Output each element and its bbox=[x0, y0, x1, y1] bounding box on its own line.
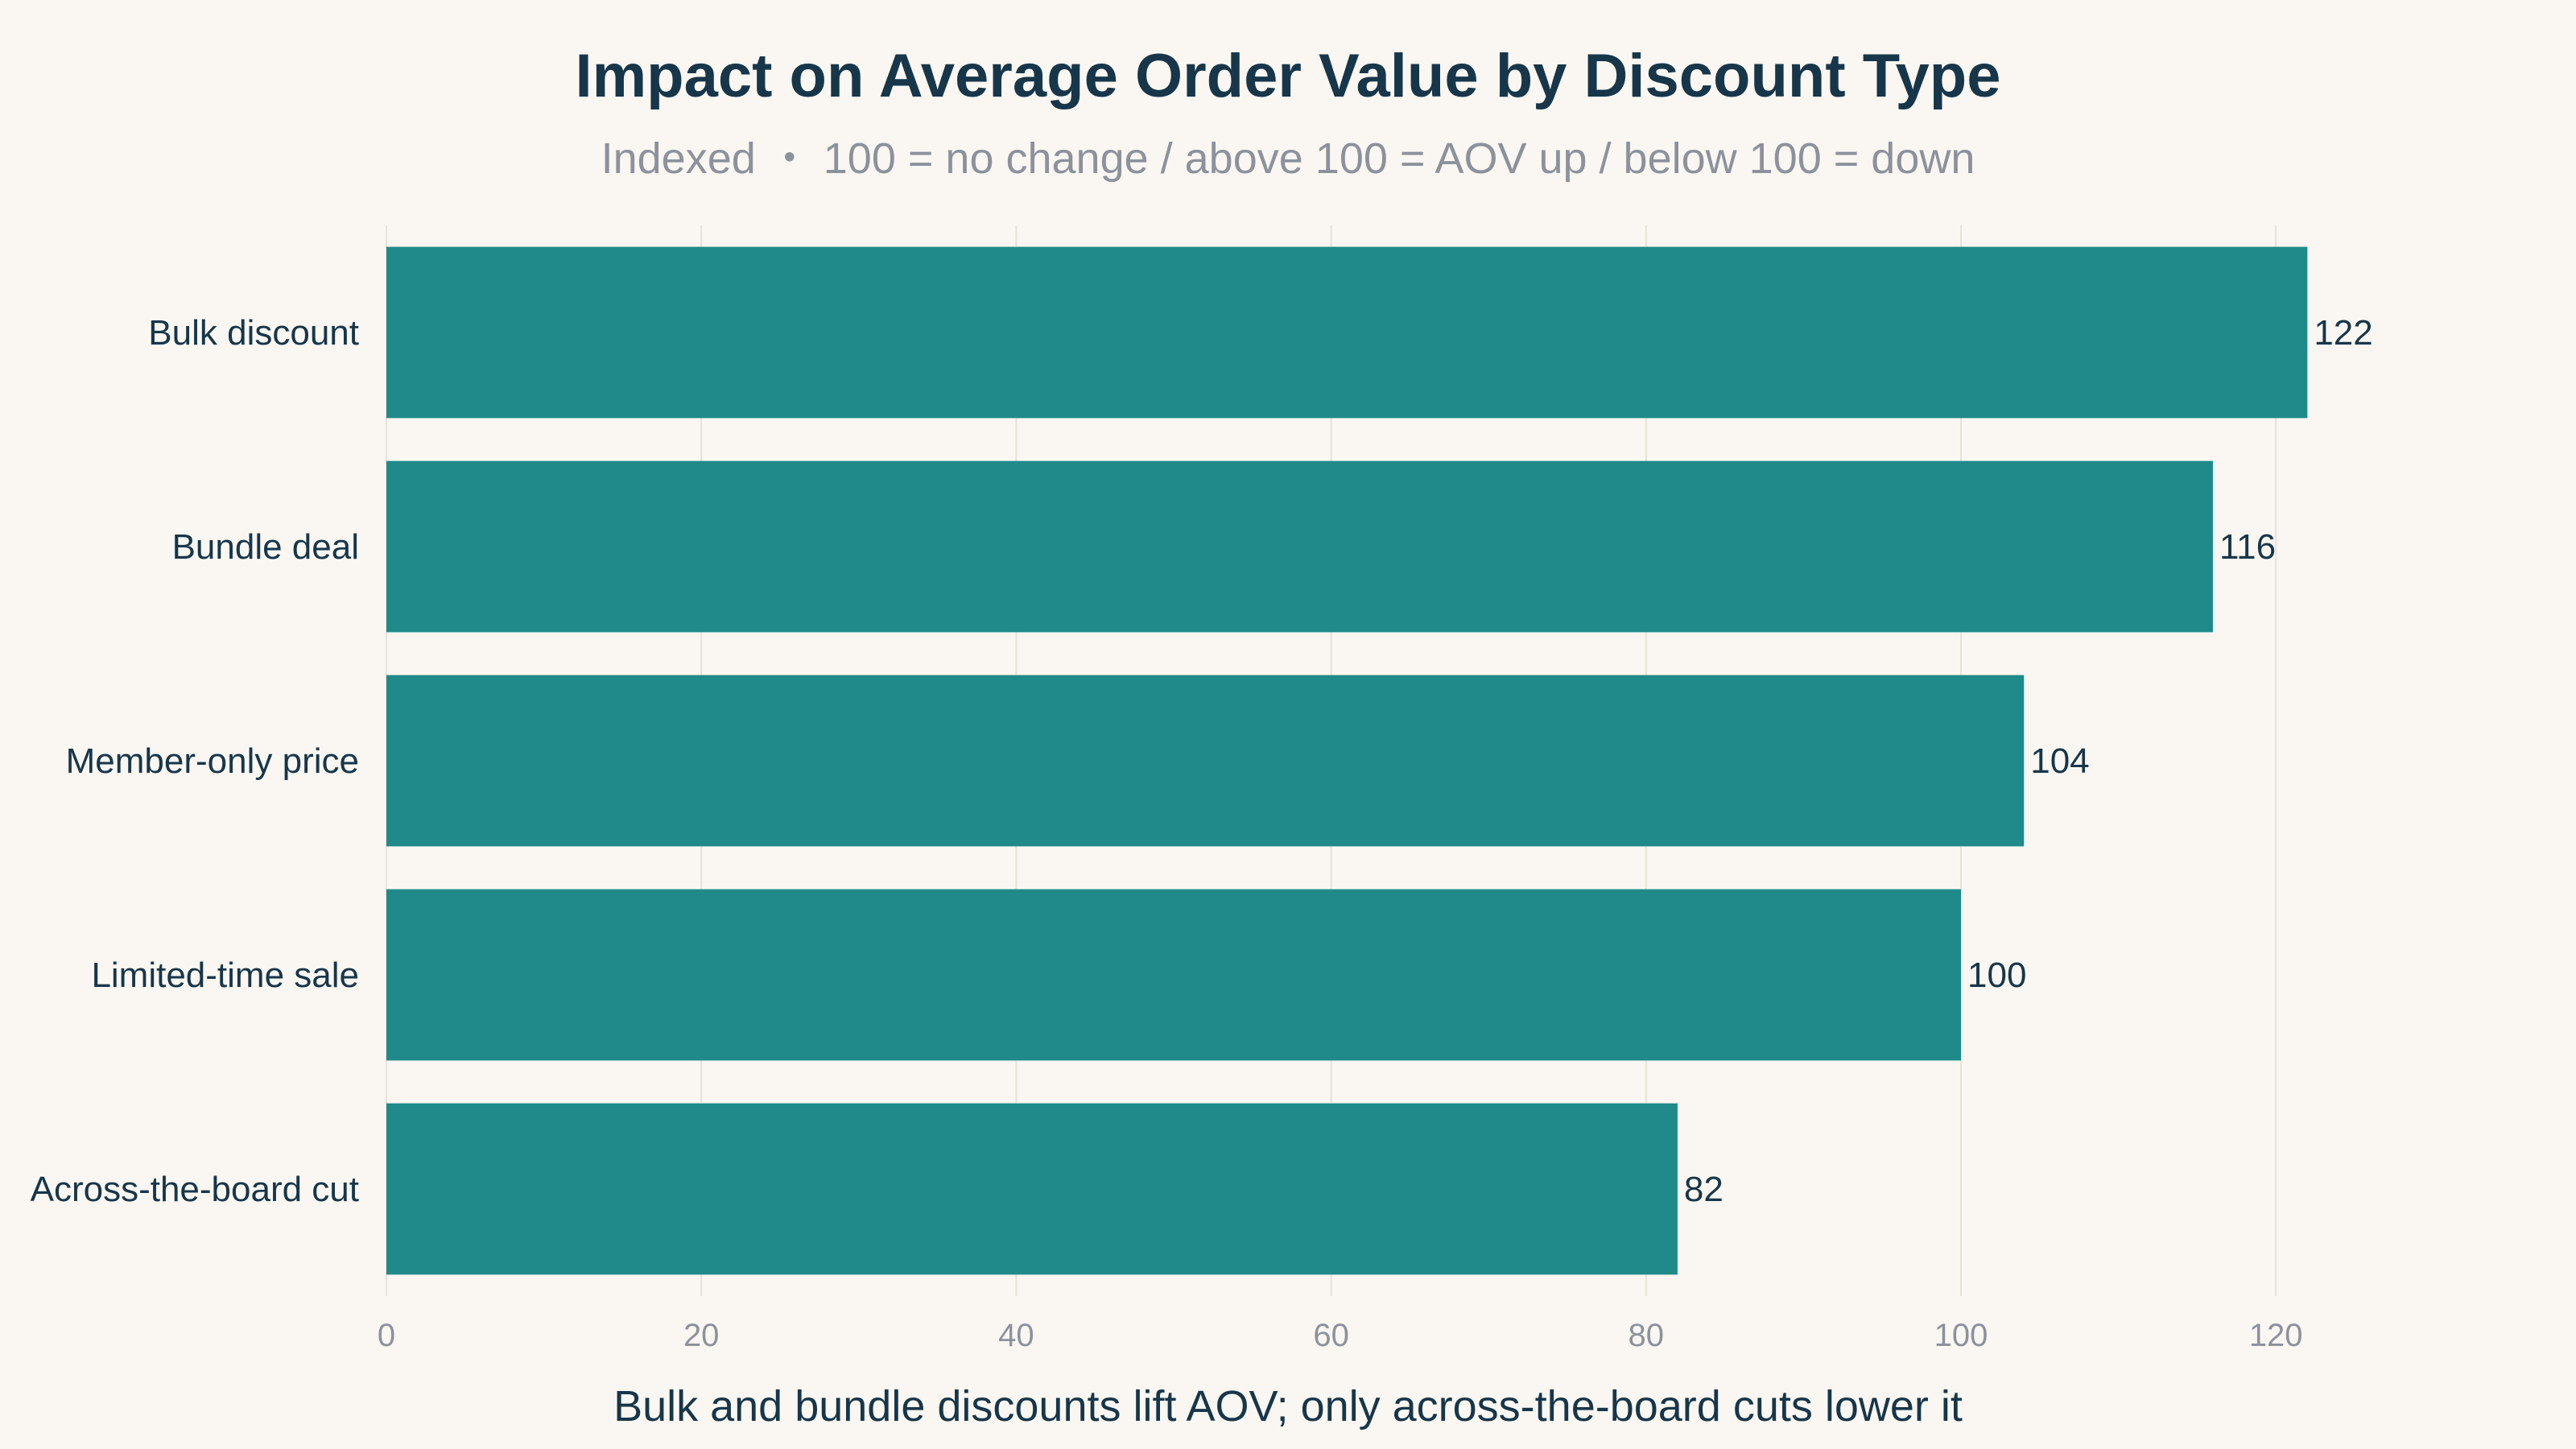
x-tick-label: 100 bbox=[1934, 1318, 1988, 1353]
bar bbox=[386, 889, 1961, 1061]
data-label: 100 bbox=[1967, 956, 2026, 995]
x-tick-label: 80 bbox=[1629, 1318, 1665, 1353]
bar bbox=[386, 675, 2025, 847]
data-label: 104 bbox=[2030, 741, 2089, 781]
x-axis-label: Bulk and bundle discounts lift AOV; only… bbox=[613, 1382, 1963, 1430]
x-axis-ticks: 0 20 40 60 80 100 120 bbox=[378, 1318, 2303, 1353]
category-label: Member-only price bbox=[66, 741, 359, 781]
category-label: Bundle deal bbox=[172, 527, 359, 567]
category-label: Limited-time sale bbox=[91, 956, 359, 995]
bar bbox=[386, 1103, 1678, 1275]
x-tick-label: 40 bbox=[998, 1318, 1034, 1353]
data-label: 116 bbox=[2219, 527, 2276, 567]
data-label: 122 bbox=[2314, 313, 2372, 353]
category-labels: Bulk discount Bundle deal Member-only pric… bbox=[31, 313, 359, 1209]
x-tick-label: 60 bbox=[1313, 1318, 1349, 1353]
value-labels: 122 116 104 100 82 bbox=[1684, 313, 2373, 1209]
chart-subtitle: Indexed ・ 100 = no change / above 100 = … bbox=[601, 134, 1975, 183]
chart-title: Impact on Average Order Value by Discoun… bbox=[575, 42, 2000, 110]
category-label: Bulk discount bbox=[148, 313, 359, 353]
data-label: 82 bbox=[1684, 1170, 1724, 1209]
category-label: Across-the-board cut bbox=[31, 1170, 359, 1209]
bar bbox=[386, 460, 2213, 633]
bar bbox=[386, 246, 2308, 419]
x-tick-label: 120 bbox=[2249, 1318, 2303, 1353]
bars bbox=[386, 246, 2308, 1275]
x-tick-label: 20 bbox=[683, 1318, 720, 1353]
x-tick-label: 0 bbox=[378, 1318, 395, 1353]
